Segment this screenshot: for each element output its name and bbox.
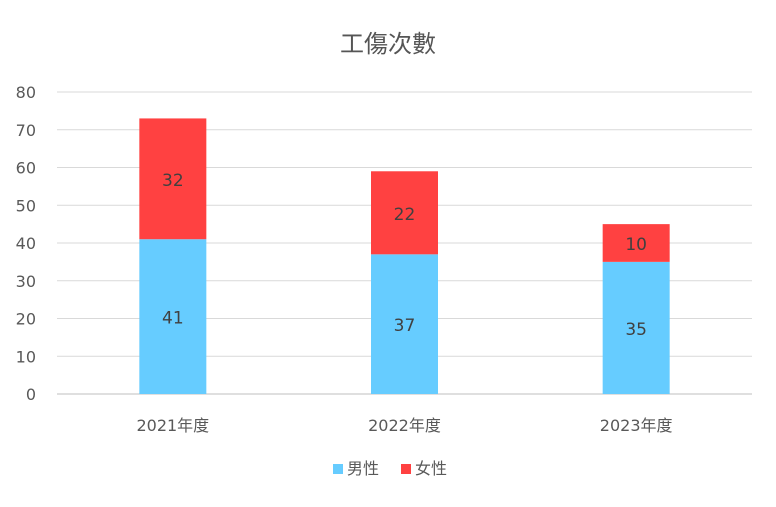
data-label: 10 — [625, 235, 647, 255]
bar-segment — [602, 224, 670, 262]
bar-segment — [371, 254, 438, 394]
bar-segment — [139, 118, 207, 240]
y-tick-label: 80 — [16, 83, 36, 102]
x-category-label: 2021年度 — [136, 416, 209, 435]
bar-segment — [602, 261, 670, 394]
y-tick-label: 70 — [16, 121, 36, 140]
y-axis-ticks: 0 10 20 30 40 50 60 70 80 — [16, 83, 36, 404]
y-tick-label: 60 — [16, 159, 36, 178]
bar-segment — [139, 239, 207, 394]
legend-entry: 女性 — [415, 459, 447, 478]
legend-swatch — [401, 464, 411, 474]
y-tick-label: 0 — [26, 385, 36, 404]
y-tick-label: 40 — [16, 234, 36, 253]
data-label: 35 — [625, 320, 647, 340]
x-axis-categories: 2021年度 2022年度 2023年度 — [136, 416, 672, 435]
y-tick-label: 50 — [16, 196, 36, 215]
bars — [139, 118, 670, 394]
x-category-label: 2022年度 — [368, 416, 441, 435]
legend-swatch — [333, 464, 343, 474]
data-label: 37 — [394, 316, 416, 336]
y-tick-label: 30 — [16, 272, 36, 291]
data-label: 41 — [162, 309, 184, 329]
y-tick-label: 10 — [16, 347, 36, 366]
data-label: 32 — [162, 171, 184, 191]
chart-title: 工傷次數 — [340, 30, 436, 58]
legend: 男性 女性 — [333, 459, 447, 478]
legend-entry: 男性 — [347, 459, 379, 478]
data-labels: 41 32 37 22 35 10 — [162, 171, 647, 340]
x-category-label: 2023年度 — [600, 416, 673, 435]
bar-segment — [371, 171, 438, 255]
data-label: 22 — [394, 205, 416, 225]
y-tick-label: 20 — [16, 310, 36, 329]
